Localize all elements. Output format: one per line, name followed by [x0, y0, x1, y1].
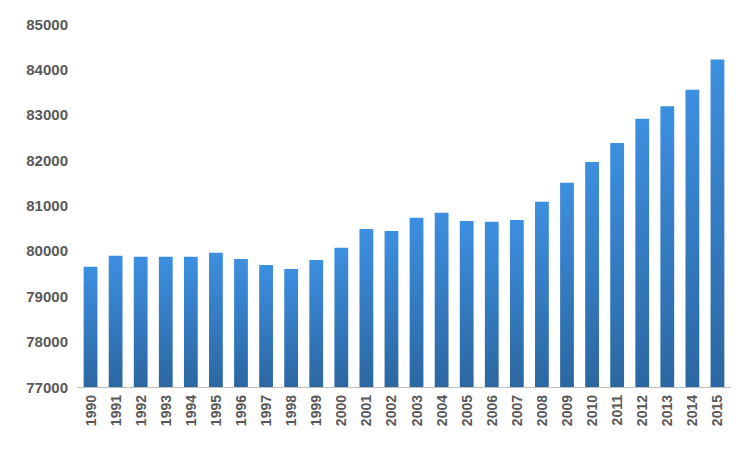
svg-text:83000: 83000	[26, 106, 68, 123]
svg-text:2015: 2015	[709, 395, 725, 426]
svg-text:2010: 2010	[584, 395, 600, 426]
svg-text:1992: 1992	[133, 395, 149, 426]
svg-text:2014: 2014	[684, 395, 700, 426]
svg-text:2000: 2000	[333, 395, 349, 426]
svg-text:81000: 81000	[26, 197, 68, 214]
svg-text:2003: 2003	[409, 395, 425, 426]
svg-text:2002: 2002	[383, 395, 399, 426]
svg-text:2004: 2004	[434, 395, 450, 426]
svg-text:1997: 1997	[258, 395, 274, 426]
svg-text:2006: 2006	[484, 395, 500, 426]
svg-text:78000: 78000	[26, 333, 68, 350]
svg-text:1990: 1990	[83, 395, 99, 426]
svg-text:85000: 85000	[26, 16, 68, 33]
svg-text:1994: 1994	[183, 395, 199, 426]
svg-text:80000: 80000	[26, 242, 68, 259]
svg-text:1995: 1995	[208, 395, 224, 426]
svg-text:1991: 1991	[108, 395, 124, 426]
svg-text:2009: 2009	[559, 395, 575, 426]
svg-text:2011: 2011	[609, 395, 625, 426]
svg-text:2013: 2013	[659, 395, 675, 426]
svg-text:2008: 2008	[534, 395, 550, 426]
svg-text:84000: 84000	[26, 61, 68, 78]
svg-text:2001: 2001	[358, 395, 374, 426]
svg-text:1998: 1998	[283, 395, 299, 426]
svg-text:1999: 1999	[308, 395, 324, 426]
svg-text:82000: 82000	[26, 152, 68, 169]
svg-text:2012: 2012	[634, 395, 650, 426]
svg-text:77000: 77000	[26, 379, 68, 396]
svg-text:1993: 1993	[158, 395, 174, 426]
svg-text:79000: 79000	[26, 288, 68, 305]
svg-text:2005: 2005	[459, 395, 475, 426]
svg-text:2007: 2007	[509, 395, 525, 426]
svg-text:1996: 1996	[233, 395, 249, 426]
